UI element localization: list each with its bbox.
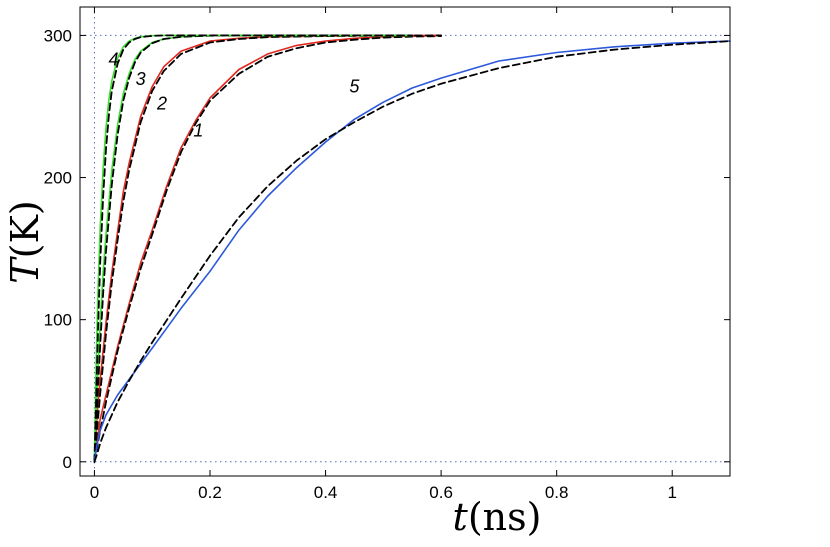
curve-label-5: 5 (349, 76, 360, 96)
y-axis-label: T(K) (3, 200, 47, 283)
x-axis-label-unit: (ns) (468, 495, 542, 539)
y-axis-label-var: T (3, 256, 47, 284)
plot-frame (79, 6, 731, 477)
y-tick-label-0: 0 (63, 453, 72, 472)
curve-label-4: 4 (109, 49, 119, 69)
x-tick-label-4: 0.8 (545, 483, 569, 502)
series-1-fit-line (93, 35, 443, 463)
x-tick-label-5: 1 (667, 483, 676, 502)
x-axis-label: t(ns) (453, 495, 542, 539)
plot-background (80, 7, 730, 476)
y-tick-label-2: 200 (44, 169, 72, 188)
series-1-line (93, 34, 442, 463)
x-tick-label-0: 0 (90, 483, 99, 502)
x-axis-label-var: t (453, 495, 469, 539)
y-axis-label-unit: (K) (3, 200, 47, 258)
x-tick-label-2: 0.4 (314, 483, 338, 502)
x-tick-label-1: 0.2 (198, 483, 222, 502)
ticks-layer: 0 0.2 0.4 0.6 0.8 1 0 100 200 300 (44, 7, 730, 502)
series-5-fit-line (93, 40, 731, 463)
curve-label-1: 1 (193, 120, 203, 140)
y-tick-label-1: 100 (44, 311, 72, 330)
series-4-fit-line (93, 34, 414, 463)
curve-label-2: 2 (156, 93, 167, 113)
series-layer (93, 34, 731, 463)
curve-labels: 1 234 5 (109, 49, 361, 140)
x-tick-label-3: 0.6 (429, 483, 453, 502)
series-2-fit-line (93, 34, 443, 463)
series-5-line (93, 40, 731, 463)
y-tick-label-3: 300 (44, 26, 72, 45)
curve-label-3: 3 (136, 69, 146, 89)
